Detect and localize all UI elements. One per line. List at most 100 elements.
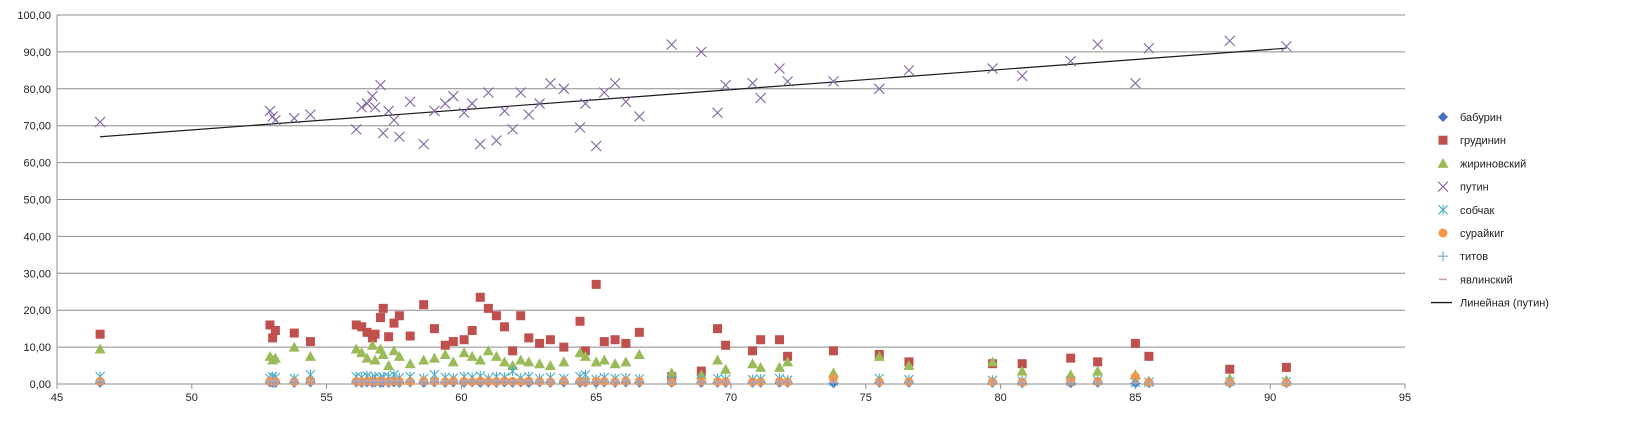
legend-item: титов	[1438, 251, 1488, 263]
data-point	[828, 346, 838, 356]
legend-label: титов	[1460, 251, 1488, 263]
legend-item: бабурин	[1438, 112, 1502, 124]
data-point	[591, 279, 601, 289]
data-point	[440, 377, 451, 388]
data-point	[264, 105, 276, 117]
data-point	[491, 311, 501, 321]
data-point	[458, 347, 470, 358]
data-point	[620, 376, 631, 387]
data-point	[712, 354, 724, 365]
data-point	[782, 356, 794, 367]
data-point	[1016, 70, 1028, 82]
data-point	[384, 332, 394, 342]
data-point	[574, 122, 586, 133]
axes: 0,00 10,00 20,00 30,00 40,00 50,00 60,00 70,00 8…	[17, 10, 1411, 404]
data-point	[1144, 351, 1154, 361]
data-point	[95, 377, 106, 388]
data-point	[666, 39, 678, 50]
data-point	[634, 327, 644, 337]
data-point	[304, 350, 316, 361]
data-point	[467, 325, 477, 335]
series-явлинский	[96, 379, 1291, 384]
data-point	[269, 114, 281, 126]
legend-label: грудинин	[1460, 135, 1506, 147]
data-point	[388, 345, 400, 356]
data-point	[459, 335, 469, 345]
data-point	[987, 63, 998, 74]
data-point	[987, 356, 999, 367]
data-points	[94, 35, 1292, 389]
x-tick-label: 65	[590, 392, 602, 404]
data-point	[393, 350, 405, 361]
data-point	[475, 292, 485, 302]
data-point	[712, 107, 723, 119]
data-point	[482, 345, 494, 356]
data-point	[713, 324, 723, 334]
data-point	[1065, 55, 1077, 67]
legend-label: Линейная (путин)	[1460, 298, 1549, 310]
legend-label: сурайкиг	[1460, 228, 1504, 240]
data-point	[356, 101, 368, 113]
data-point	[579, 350, 591, 361]
data-point	[1092, 365, 1104, 376]
data-point	[499, 356, 511, 367]
data-point	[748, 346, 758, 356]
data-point	[633, 111, 645, 122]
legend-item: сурайкиг	[1438, 228, 1504, 240]
data-point	[774, 63, 785, 74]
legend-marker	[1437, 157, 1449, 168]
data-point	[428, 352, 440, 363]
data-point	[418, 138, 430, 150]
series-грудинин	[95, 279, 1291, 382]
data-point	[599, 337, 609, 347]
legend-item: Линейная (путин)	[1431, 298, 1549, 310]
data-point	[545, 335, 555, 345]
legend-marker	[1438, 204, 1448, 215]
data-point	[404, 358, 416, 369]
data-point	[466, 350, 478, 361]
legend-marker	[1438, 251, 1448, 262]
data-point	[609, 358, 621, 369]
data-point	[447, 356, 459, 367]
data-point	[620, 356, 632, 367]
y-tick-label: 50,00	[23, 195, 51, 207]
data-point	[394, 131, 405, 143]
data-point	[378, 303, 388, 313]
data-point	[534, 358, 546, 369]
data-point	[507, 124, 519, 135]
legend-label: жириновский	[1460, 158, 1526, 170]
data-point	[580, 346, 590, 356]
data-point	[369, 354, 381, 365]
data-point	[362, 327, 372, 337]
data-point	[356, 347, 368, 358]
legend-label: явлинский	[1460, 274, 1513, 286]
data-point	[507, 366, 518, 377]
x-tick-label: 45	[51, 392, 63, 404]
data-point	[516, 311, 526, 321]
x-tick-label: 95	[1399, 392, 1411, 404]
data-point	[367, 90, 378, 102]
data-point	[580, 98, 591, 109]
data-point	[305, 337, 315, 347]
data-point	[515, 87, 527, 98]
data-point	[598, 354, 610, 365]
data-point	[1016, 365, 1028, 376]
data-point	[621, 338, 631, 348]
data-point	[507, 360, 519, 371]
legend-item: жириновский	[1437, 157, 1526, 170]
x-tick-label: 85	[1129, 392, 1141, 404]
data-point	[361, 352, 373, 363]
data-point	[1281, 362, 1291, 372]
data-point	[633, 348, 645, 359]
data-point	[429, 376, 440, 387]
data-point	[1017, 359, 1027, 369]
data-point	[610, 335, 620, 345]
y-tick-label: 20,00	[23, 305, 51, 317]
data-point	[747, 358, 759, 369]
data-point	[389, 318, 399, 328]
data-point	[534, 98, 545, 109]
data-point	[720, 363, 732, 374]
legend-item: явлинский	[1439, 274, 1513, 286]
legend-marker	[1438, 228, 1448, 238]
